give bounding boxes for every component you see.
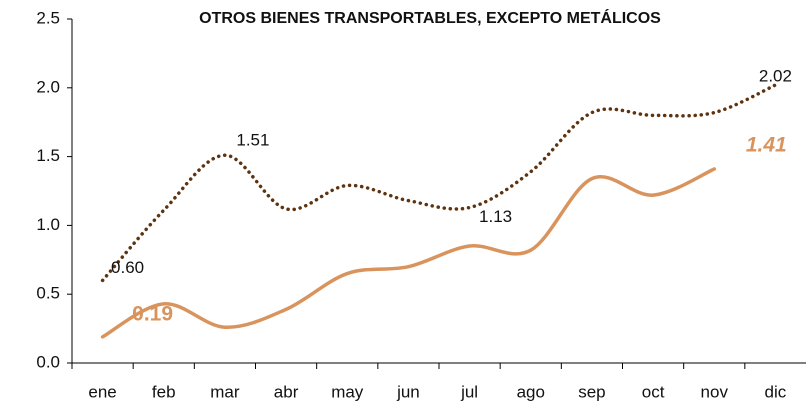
y-tick-label: 0.5 (36, 284, 60, 303)
data-label: 0.19 (132, 302, 173, 325)
y-tick-label: 2.0 (36, 77, 60, 96)
data-label: 1.41 (746, 134, 787, 157)
x-tick-label: jun (396, 382, 420, 401)
data-label: 0.60 (111, 258, 144, 277)
x-tick-label: ene (88, 382, 116, 401)
y-tick-label: 0.0 (36, 352, 60, 371)
y-tick-label: 2.5 (36, 8, 60, 27)
x-tick-label: jul (460, 382, 478, 401)
series-line (100, 83, 778, 283)
data-label: 1.13 (479, 207, 512, 226)
x-tick-label: nov (701, 382, 729, 401)
x-tick-label: may (331, 382, 364, 401)
y-tick-label: 1.5 (36, 146, 60, 165)
x-tick-label: ago (517, 382, 545, 401)
x-tick-label: oct (642, 382, 665, 401)
chart-title: OTROS BIENES TRANSPORTABLES, EXCEPTO MET… (199, 8, 661, 27)
x-tick-label: dic (765, 382, 787, 401)
x-tick-label: sep (578, 382, 605, 401)
data-label: 1.51 (236, 131, 269, 150)
series-line (100, 167, 716, 339)
x-tick-label: mar (210, 382, 240, 401)
x-tick-label: abr (274, 382, 299, 401)
data-label: 2.02 (759, 67, 792, 86)
y-tick-label: 1.0 (36, 215, 60, 234)
x-tick-label: feb (152, 382, 176, 401)
